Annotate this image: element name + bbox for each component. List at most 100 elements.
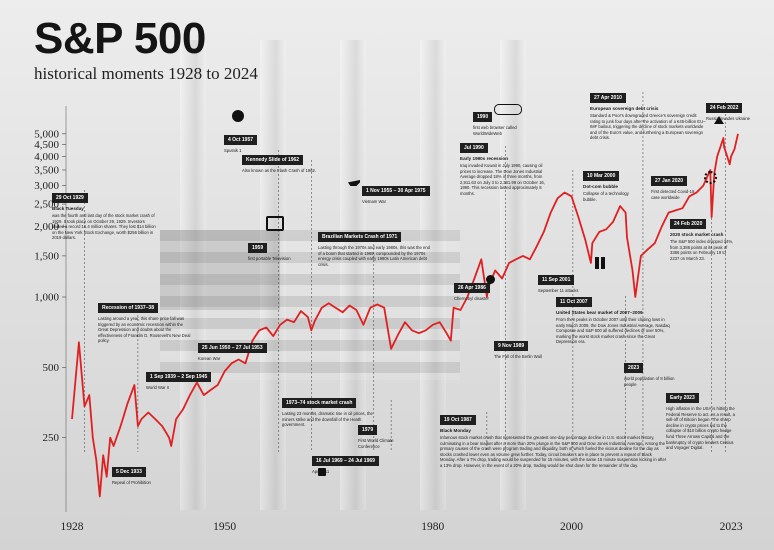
event-heading: Black Tuesday: [52, 206, 84, 211]
event-text: was the fourth and last day of the stock…: [52, 213, 156, 241]
event-date: 1 Sep 1939 – 2 Sep 1945: [146, 372, 212, 382]
event-text: Also known as the Flash Crash of 1962.: [242, 168, 317, 173]
event-text: First World Climate Conference: [358, 438, 394, 449]
event-date: Kennedy Slide of 1962: [242, 155, 304, 165]
event-early-2023: Early 2023 High inflation in the USA is …: [666, 386, 738, 451]
event-date: 19 Oct 1987: [440, 415, 476, 425]
radiation-icon: [486, 275, 495, 284]
twin-towers-icon: [595, 257, 599, 269]
event-date: 1959: [248, 243, 268, 253]
event-text: Repeal of Prohibition: [112, 480, 151, 485]
event-text: Standard & Poor's downgraded Greece's so…: [590, 113, 706, 141]
television-icon: [266, 216, 284, 231]
event-heading: Black Monday: [440, 428, 471, 433]
y-tick-label: 3,500: [34, 164, 59, 176]
event-date: Recession of 1937–38: [98, 303, 158, 313]
event-date: 1979: [358, 425, 378, 435]
event-text: Iraq invaded Kuwait in July 1990, causin…: [460, 163, 545, 196]
page-title: S&P 500: [34, 14, 206, 63]
tank-icon: [714, 116, 724, 124]
event-date: 9 Nov 1989: [494, 341, 529, 351]
event-text: Korean War: [198, 356, 221, 361]
x-tick-label: 2023: [720, 521, 743, 533]
event-date: 4 Oct 1957: [224, 135, 258, 145]
event-date: 16 Jul 1969 – 24 Jul 1969: [312, 456, 379, 466]
event-date: 10 Mar 2000: [583, 171, 620, 181]
backdrop-column: [180, 40, 206, 510]
backdrop-column: [420, 40, 446, 510]
event-text: Collapse of a technology bubble.: [583, 191, 629, 202]
virus-icon: [704, 171, 717, 184]
event-date: 24 Feb 2022: [706, 103, 743, 113]
event-heading: United States bear market of 2007–2009: [556, 310, 643, 315]
event-text: Chernobyl disaster: [454, 296, 489, 301]
x-tick-label: 1928: [61, 521, 84, 533]
event-date: 27 Jan 2020: [651, 176, 688, 186]
event-date: Brazilian Markets Crash of 1971: [318, 232, 402, 242]
event-heading: European sovereign debt crisis: [590, 106, 659, 111]
event-text: The Fall of the Berlin Wall: [494, 354, 542, 359]
event-date: 29 Oct 1929: [52, 193, 88, 203]
event-text: World War II: [146, 385, 170, 390]
sp500-line: [71, 133, 739, 498]
event-portable-tv: 1959 first portable Television: [248, 236, 298, 262]
event-date: Early 2023: [666, 393, 699, 403]
event-climate-conference: 1979 First World Climate Conference: [358, 418, 410, 449]
event-date: 24 Feb 2020: [670, 219, 707, 229]
event-sept-11: 11 Sep 2001 September 11 attacks: [538, 268, 604, 294]
event-text: Lasting 23 months, dramatic rise in oil …: [282, 411, 373, 428]
event-date: 2023: [624, 363, 644, 373]
event-brazil-crash: Brazilian Markets Crash of 1971 Lasting …: [318, 225, 430, 267]
event-date: 1973–74 stock market crash: [282, 398, 357, 408]
event-date: 1990: [473, 112, 493, 122]
event-text: From their peaks in October 2007 until t…: [556, 317, 670, 345]
event-text: Vietnam War: [362, 199, 386, 204]
event-russia-ukraine: 24 Feb 2022 Russia invades Ukraine: [706, 96, 752, 122]
event-recession-1937: Recession of 1937–38 Lasting around a ye…: [98, 296, 194, 344]
event-date: 11 Oct 2007: [556, 297, 592, 307]
event-korean-war: 25 Jun 1950 – 27 Jul 1953 Korean War: [198, 336, 274, 362]
lunar-module-icon: [318, 468, 326, 476]
event-population: 2023 world population of 8 billion peopl…: [624, 356, 682, 387]
y-tick-label: 1,000: [34, 292, 59, 304]
event-text: High inflation in the USA is hitting the…: [666, 406, 735, 451]
event-heading: Dot-com bubble: [583, 184, 618, 189]
event-text: Infamous stock market crash that represe…: [440, 435, 667, 468]
event-text: First detected Covid-19 case worldwide: [651, 189, 695, 200]
event-text: world population of 8 billion people: [624, 376, 675, 387]
event-text: first web browser called WorldWideWeb: [473, 125, 517, 136]
y-tick-label: 4,500: [34, 139, 59, 151]
y-tick-label: 2,000: [34, 221, 59, 233]
x-tick-label: 1950: [213, 521, 236, 533]
event-web-browser: 1990 first web browser called WorldWideW…: [473, 105, 533, 136]
helicopter-icon: [348, 180, 360, 186]
event-dotcom: 10 Mar 2000 Dot-com bubble Collapse of a…: [583, 164, 639, 202]
event-bear-market-2007: 11 Oct 2007 United States bear market of…: [556, 290, 674, 345]
x-tick-label: 2000: [560, 521, 583, 533]
y-tick-label: 500: [43, 362, 60, 374]
event-date: Jul 1990: [460, 143, 488, 153]
event-vietnam-war: 1 Nov 1955 – 30 Apr 1975 Vietnam War: [362, 179, 446, 205]
page-subtitle: historical moments 1928 to 2024: [34, 64, 258, 83]
event-date: 1 Nov 1955 – 30 Apr 1975: [362, 186, 430, 196]
event-date: 11 Sep 2001: [538, 275, 575, 285]
event-covid-first-case: 27 Jan 2020 First detected Covid-19 case…: [651, 169, 697, 200]
event-text: Lasting around a year, this share price …: [98, 316, 191, 344]
event-black-monday: 19 Oct 1987 Black Monday Infamous stock …: [440, 408, 668, 469]
y-tick-label: 5,000: [34, 128, 59, 140]
y-tick-label: 250: [43, 432, 60, 444]
event-text: September 11 attacks: [538, 288, 579, 293]
event-euro-debt-crisis: 27 Apr 2010 European sovereign debt cris…: [590, 86, 708, 141]
event-heading: 2020 stock market crash: [670, 232, 724, 237]
event-ww2: 1 Sep 1939 – 2 Sep 1945 World War II: [146, 365, 216, 391]
event-prohibition: 5 Dec 1933 Repeal of Prohibition: [112, 460, 172, 486]
event-kennedy-slide: Kennedy Slide of 1962 Also known as the …: [242, 148, 346, 174]
event-date: 25 Jun 1950 – 27 Jul 1953: [198, 343, 267, 353]
event-text: Lasting through the 1970s and early 1980…: [318, 245, 430, 267]
event-date: 26 Apr 1986: [454, 283, 490, 293]
sputnik-icon: [232, 110, 244, 122]
event-date: 5 Dec 1933: [112, 467, 146, 477]
www-icon: [494, 104, 522, 115]
event-black-tuesday: 29 Oct 1929 Black Tuesday was the fourth…: [52, 186, 156, 241]
